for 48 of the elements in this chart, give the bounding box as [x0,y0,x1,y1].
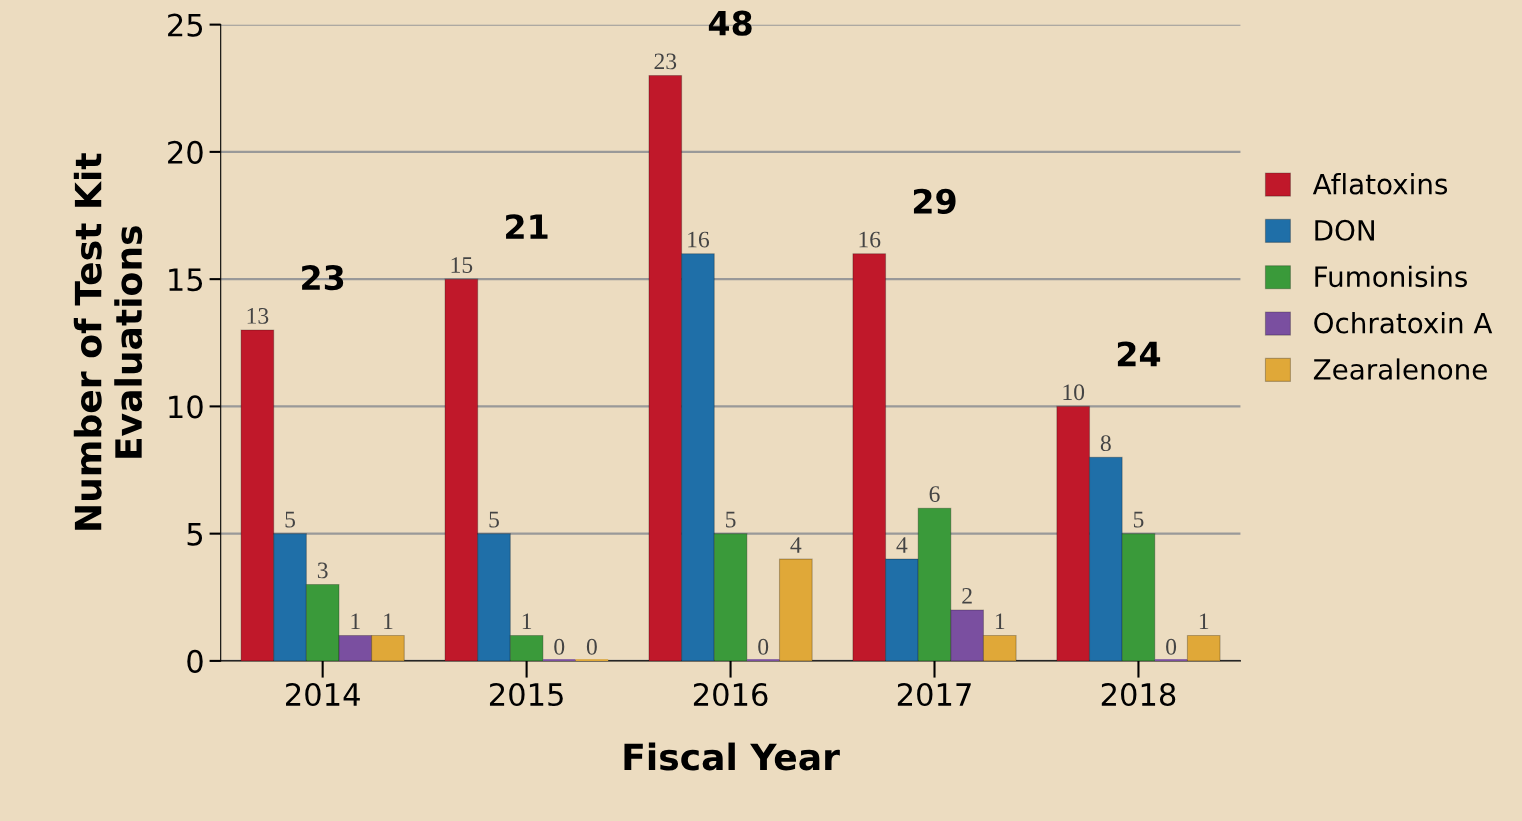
y-tick-label: 15 [169,268,203,292]
data-label: 1 [522,613,532,630]
y-tick-label: 0 [187,649,203,673]
data-label: 3 [317,562,328,579]
data-label: 0 [758,638,769,655]
total-label: 29 [913,188,956,214]
total-label: 48 [708,10,752,36]
data-label: 1 [351,613,360,630]
x-tick-label: 2015 [489,682,563,707]
y-axis-title: Number of Test Kit Evaluations [73,153,143,530]
data-label: 16 [859,231,881,248]
x-tick-label: 2014 [286,682,360,707]
data-label: 0 [586,638,597,655]
data-label: 16 [688,231,710,248]
x-tick-label: 2018 [1101,682,1176,707]
data-label: 4 [790,537,802,553]
legend-label: Fumonisins [1315,265,1467,288]
legend-label: Zearalenone [1313,358,1487,380]
data-label: 0 [554,638,565,655]
data-label: 1 [1199,613,1209,630]
data-label: 5 [285,511,296,528]
x-axis-title: Fiscal Year [624,742,840,771]
data-label: 15 [451,257,473,273]
legend-label: DON [1315,219,1374,241]
legend-label: Aflatoxins [1312,173,1448,195]
data-label: 8 [1100,435,1111,452]
data-label: 10 [1063,384,1085,401]
data-label: 2 [962,587,972,604]
x-tick-label: 2016 [693,682,768,707]
y-tick-label: 10 [169,395,203,419]
legend-label: Ochratoxin A [1314,312,1493,334]
data-label: 23 [654,53,677,70]
total-label: 24 [1117,341,1161,367]
data-label: 4 [896,537,908,553]
data-label: 1 [995,613,1005,630]
data-label: 5 [726,511,736,528]
total-label: 21 [506,214,548,239]
data-label: 13 [247,307,269,324]
data-label: 0 [1166,638,1177,655]
data-label: 5 [489,511,499,528]
y-tick-label: 5 [187,522,203,546]
y-tick-label: 25 [168,13,203,37]
data-label: 5 [1133,511,1144,528]
x-tick-label: 2017 [897,682,971,707]
total-label: 23 [302,265,344,291]
data-label: 6 [929,486,940,503]
data-label: 1 [384,613,393,630]
y-tick-label: 20 [168,140,203,164]
